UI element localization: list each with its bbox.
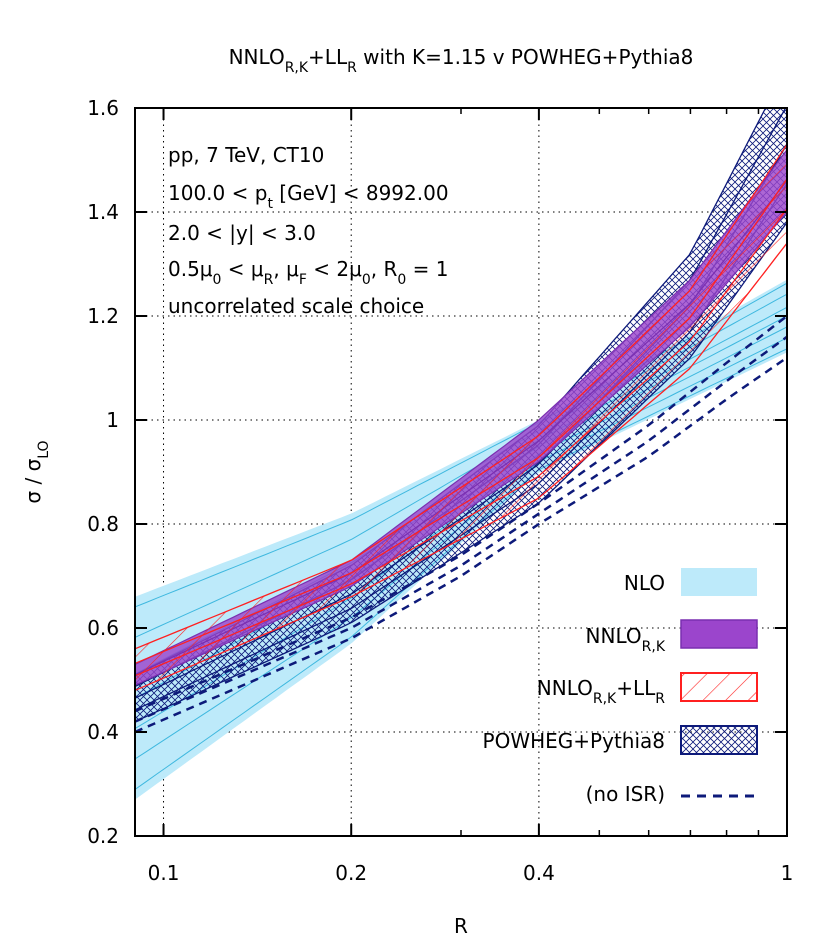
legend-swatch-nlo [681, 568, 757, 596]
axes: 0.1 0.2 0.4 1 0.2 0.4 0.6 0.8 1 1.2 1.4 1.6 [87, 96, 793, 885]
annotation-line-1: pp, 7 TeV, CT10 [168, 143, 324, 167]
legend-swatch-nnlo [680, 619, 758, 649]
annotation-line-2: 100.0 < pt [GeV] < 8992.00 [168, 181, 449, 212]
legend-label-powheg: POWHEG+Pythia8 [483, 729, 665, 753]
legend-label-nnlo-ll: NNLOR,K+LLR [537, 676, 666, 707]
annotation-line-4: 0.5μ0 < μR, μF < 2μ0, R0 = 1 [168, 257, 449, 288]
chart-title: NNLOR,K+LLR with K=1.15 v POWHEG+Pythia8 [229, 45, 694, 76]
y-tick-label-5: 1.2 [87, 304, 119, 328]
y-tick-label-7: 1.6 [87, 96, 119, 120]
x-axis-label: R [454, 914, 468, 938]
y-tick-label-3: 0.8 [87, 512, 119, 536]
x-tick-label-1: 0.2 [335, 861, 367, 885]
series-noisr-line-1 [135, 335, 787, 723]
series-nnlo-ll-line-1 [135, 208, 787, 677]
annotation-line-3: 2.0 < |y| < 3.0 [168, 221, 316, 245]
series-layer [135, 108, 787, 800]
series-noisr-line-0 [135, 356, 787, 734]
legend-label-noisr: (no ISR) [586, 782, 665, 806]
y-tick-label-1: 0.4 [87, 720, 119, 744]
series-nnlo-ll-line-3 [135, 144, 787, 650]
x-tick-label-0: 0.1 [148, 861, 180, 885]
annotation-block: pp, 7 TeV, CT10 100.0 < pt [GeV] < 8992.… [168, 143, 449, 318]
x-tick-label-3: 1 [781, 861, 794, 885]
x-tick-label-2: 0.4 [523, 861, 555, 885]
legend-label-nnlo: NNLOR,K [586, 624, 666, 655]
legend-swatch-nnlo-ll [680, 672, 758, 702]
y-tick-label-4: 1 [106, 408, 119, 432]
y-tick-label-6: 1.4 [87, 200, 119, 224]
y-tick-label-2: 0.6 [87, 616, 119, 640]
legend-label-nlo: NLO [624, 571, 665, 595]
y-axis-label: σ / σLO [21, 440, 52, 503]
annotation-line-5: uncorrelated scale choice [168, 294, 424, 318]
legend: NLO NNLOR,K NNLOR,K+LLR POWHEG+Pythia8 (… [483, 568, 758, 806]
legend-swatch-powheg [680, 725, 758, 755]
y-tick-label-0: 0.2 [87, 824, 119, 848]
series-noisr-line-2 [135, 315, 787, 713]
series-nnlo-ll-line-2 [135, 178, 787, 664]
series-nnlo-ll-line-0 [135, 242, 787, 691]
